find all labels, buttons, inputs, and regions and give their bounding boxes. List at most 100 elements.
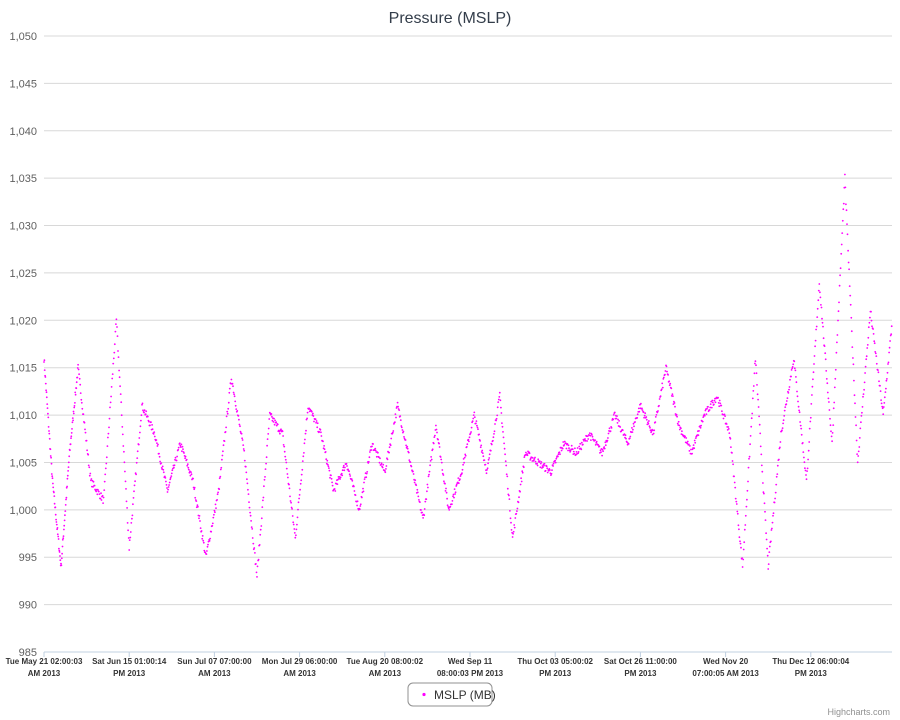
data-point <box>187 468 190 471</box>
data-point <box>50 462 53 465</box>
data-point <box>439 456 442 458</box>
x-tick-label: Wed Sep 11 <box>448 657 493 666</box>
data-point <box>525 451 527 454</box>
data-point <box>890 333 893 336</box>
data-point <box>299 482 302 485</box>
data-point <box>796 390 798 393</box>
data-point <box>833 401 836 404</box>
data-point <box>249 511 252 514</box>
data-point <box>71 428 73 430</box>
data-point <box>280 428 282 431</box>
data-point <box>219 468 222 471</box>
data-point <box>96 488 99 491</box>
data-point <box>699 426 702 429</box>
credits-link[interactable]: Highcharts.com <box>827 707 890 717</box>
data-point <box>117 350 119 352</box>
data-point <box>789 378 791 381</box>
data-point <box>200 530 203 532</box>
y-tick-label: 1,000 <box>9 505 37 517</box>
data-point <box>468 436 471 439</box>
data-point <box>303 452 305 454</box>
data-point <box>416 491 419 494</box>
data-point <box>275 424 278 427</box>
data-point <box>80 401 83 404</box>
data-point <box>717 396 719 399</box>
data-point <box>320 435 323 437</box>
data-point <box>688 450 691 452</box>
data-point <box>848 268 850 271</box>
data-point <box>75 387 78 390</box>
data-point <box>118 369 120 372</box>
data-point <box>212 516 215 519</box>
data-point <box>290 501 292 504</box>
data-point <box>128 549 131 551</box>
data-point <box>654 416 657 418</box>
data-point <box>805 478 808 481</box>
data-point <box>213 513 215 516</box>
data-point <box>342 466 345 469</box>
data-point <box>463 461 465 464</box>
data-point <box>832 424 835 426</box>
data-point <box>492 436 495 439</box>
data-point <box>636 413 639 416</box>
data-point <box>642 411 645 414</box>
data-point <box>150 421 152 423</box>
data-point <box>813 363 815 365</box>
data-point <box>845 203 847 206</box>
data-point <box>864 372 866 374</box>
data-point <box>738 536 741 539</box>
data-point <box>710 406 713 409</box>
data-point <box>236 410 239 412</box>
data-point <box>624 434 627 437</box>
data-point <box>662 378 665 380</box>
data-point <box>422 517 424 519</box>
data-point <box>325 458 328 461</box>
data-point <box>774 491 777 494</box>
data-point <box>740 546 742 549</box>
data-point <box>662 376 665 379</box>
data-point <box>245 471 248 474</box>
x-tick-label: 07:00:05 AM 2013 <box>692 669 759 678</box>
legend-item-mslp[interactable]: MSLP (MB) <box>434 688 496 702</box>
x-tick-label: Thu Dec 12 06:00:04 <box>772 657 849 666</box>
data-point <box>165 484 168 486</box>
data-point <box>613 411 616 414</box>
legend-marker <box>422 692 426 697</box>
legend[interactable]: MSLP (MB) <box>407 682 496 707</box>
data-point <box>159 460 162 463</box>
data-point <box>173 464 176 467</box>
data-point <box>840 252 843 255</box>
data-point <box>537 458 540 461</box>
data-point <box>603 447 606 450</box>
data-point <box>546 467 549 470</box>
data-point <box>544 469 547 472</box>
data-point <box>798 411 801 414</box>
data-point <box>453 488 456 490</box>
data-point <box>881 405 884 408</box>
data-point <box>432 442 435 445</box>
data-point <box>788 386 791 388</box>
data-point <box>652 432 655 435</box>
data-point <box>824 358 827 361</box>
data-point <box>767 563 770 565</box>
data-point <box>238 418 240 421</box>
data-point <box>720 404 723 407</box>
data-point <box>153 435 156 438</box>
data-point <box>372 443 374 445</box>
data-point <box>734 486 737 489</box>
x-tick-label: Tue May 21 02:00:03 <box>6 657 83 666</box>
data-point <box>771 527 773 530</box>
data-point <box>59 555 61 557</box>
data-point <box>88 466 91 469</box>
data-point <box>299 488 301 491</box>
data-point <box>72 412 75 415</box>
data-point <box>312 415 315 417</box>
data-point <box>315 420 318 422</box>
data-point <box>197 505 199 508</box>
data-point <box>168 481 171 484</box>
data-point <box>504 453 506 456</box>
data-point <box>792 363 795 366</box>
data-point <box>870 319 873 322</box>
data-point <box>550 472 553 475</box>
data-point <box>534 456 536 459</box>
